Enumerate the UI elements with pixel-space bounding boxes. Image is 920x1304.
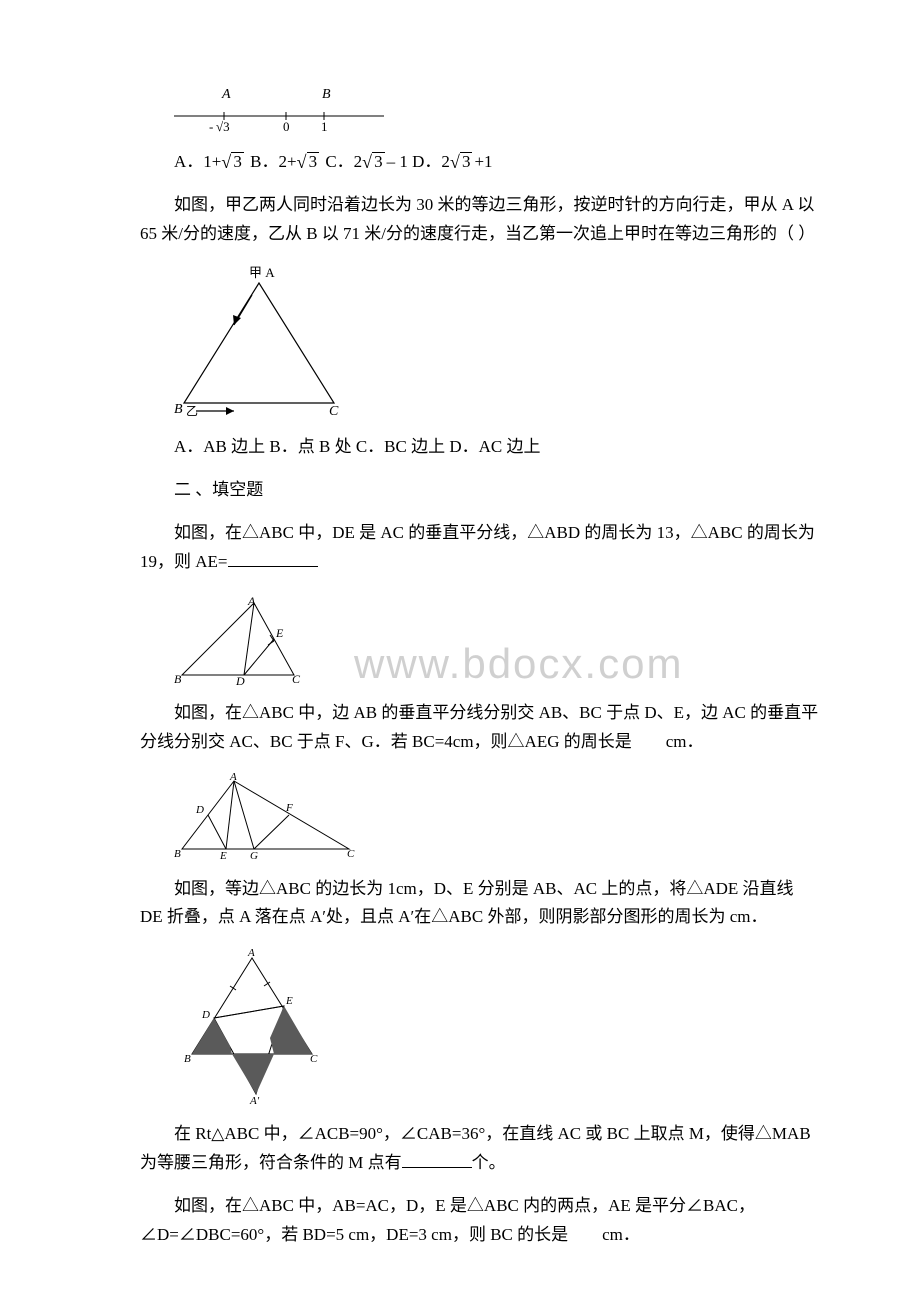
svg-text:A: A — [247, 595, 256, 608]
q6-text: 在 Rt△ABC 中，∠ACB=90°，∠CAB=36°，在直线 AC 或 BC… — [140, 1120, 820, 1178]
opt-A-prefix: A．1+ — [174, 152, 221, 171]
q1-options: A．1+3 B．2+3 C．23– 1 D．23+1 — [140, 148, 820, 177]
opt-D-tail: +1 — [474, 152, 492, 171]
q3-blank — [228, 550, 318, 567]
opt-C-prefix: C．2 — [321, 152, 362, 171]
svg-text:G: G — [250, 850, 258, 861]
q6-blank — [402, 1151, 472, 1168]
tick-0: 0 — [283, 119, 290, 132]
svg-text:D: D — [235, 674, 245, 685]
neg-sign: - — [209, 119, 213, 132]
q2-label-C: C — [329, 404, 339, 418]
label-A: A — [221, 87, 231, 102]
svg-text:C: C — [347, 848, 355, 860]
q4-figure: A B C D E F G — [174, 771, 820, 871]
q2-options: A．AB 边上 B．点 B 处 C．BC 边上 D．AC 边上 — [140, 433, 820, 462]
sqrt3-label: √3 — [216, 119, 230, 132]
svg-text:A: A — [229, 771, 237, 783]
svg-text:E: E — [285, 995, 293, 1007]
document-page: A B - √3 0 1 A．1+3 B．2+3 C．23– 1 D．23+1 … — [0, 0, 920, 1304]
q2-triangle-figure: 甲 A B 乙 C — [174, 263, 820, 428]
q3-figure: A B C D E — [174, 595, 354, 695]
q2-text: 如图，甲乙两人同时沿着边长为 30 米的等边三角形，按逆时针的方向行走，甲从 A… — [140, 191, 820, 249]
svg-text:B: B — [174, 672, 182, 685]
tick-1: 1 — [321, 119, 328, 132]
q3-text: 如图，在△ABC 中，DE 是 AC 的垂直平分线，△ABD 的周长为 13，△… — [140, 519, 820, 577]
watermark-text: www.bdocx.com — [354, 628, 683, 699]
svg-text:B: B — [184, 1053, 191, 1065]
svg-text:D: D — [195, 804, 204, 816]
svg-text:E: E — [275, 626, 284, 640]
q5-text: 如图，等边△ABC 的边长为 1cm，D、E 分别是 AB、AC 上的点，将△A… — [140, 875, 820, 933]
number-line-figure: A B - √3 0 1 — [174, 84, 820, 142]
svg-text:C: C — [310, 1053, 318, 1065]
svg-text:C: C — [292, 672, 301, 685]
q2-label-yi: 乙 — [186, 404, 198, 418]
svg-text:A′: A′ — [249, 1095, 260, 1106]
svg-text:F: F — [285, 802, 293, 814]
svg-text:B: B — [174, 848, 181, 860]
q7-text: 如图，在△ABC 中，AB=AC，D，E 是△ABC 内的两点，AE 是平分∠B… — [140, 1192, 820, 1250]
section-2-title: 二 、填空题 — [140, 476, 820, 505]
opt-B-prefix: B．2+ — [246, 152, 297, 171]
opt-C-mid: – 1 D．2 — [387, 152, 450, 171]
q2-label-B: B — [174, 402, 183, 417]
q2-label-A: 甲 A — [249, 265, 275, 280]
q4-text: 如图，在△ABC 中，边 AB 的垂直平分线分别交 AB、BC 于点 D、E，边… — [140, 699, 820, 757]
svg-text:A: A — [247, 947, 255, 959]
svg-text:E: E — [219, 850, 227, 861]
svg-text:D: D — [201, 1009, 210, 1021]
q5-figure: A B C D E A′ — [174, 946, 820, 1116]
label-B: B — [322, 87, 331, 102]
q3-figure-row: A B C D E www.bdocx.com — [140, 591, 820, 699]
